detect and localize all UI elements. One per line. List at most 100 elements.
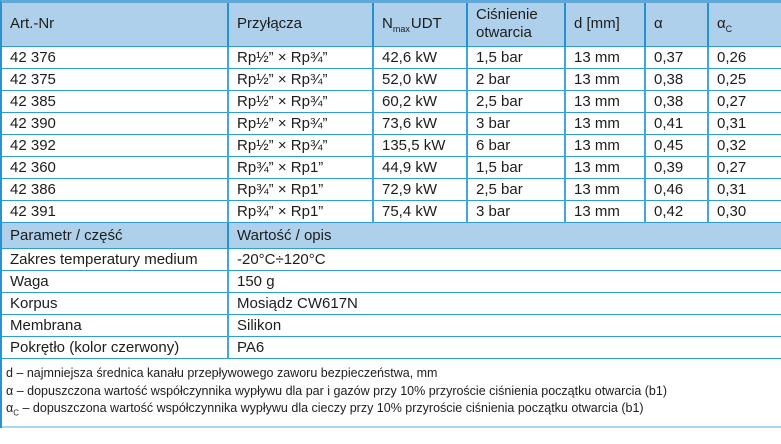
table-cell: 2 bar <box>466 68 565 91</box>
table-cell: Silikon <box>227 314 781 337</box>
table-row: 42 390 Rp½” × Rp¾” 73,6 kW 3 bar 13 mm 0,41 0,… <box>2 112 781 135</box>
footnote-symbol: α <box>6 401 14 415</box>
footnote-symbol: d <box>6 366 13 380</box>
table-cell: 13 mm <box>564 156 645 179</box>
table-row: Korpus Mosiądz CW617N <box>2 292 781 315</box>
footnote-symbol: α <box>6 383 14 398</box>
footnote-text: – dopuszczona wartość współczynnika wypł… <box>13 383 668 398</box>
col-header-wartosc-opis: Wartość / opis <box>227 222 781 249</box>
parameters-table-body: Zakres temperatury medium -20°C÷120°C Waga… <box>2 248 781 359</box>
table-cell: 13 mm <box>564 68 645 91</box>
table-cell: Membrana <box>2 314 228 337</box>
table-cell: Zakres temperatury medium <box>2 248 228 271</box>
table-cell: -20°C÷120°C <box>227 248 781 271</box>
table-cell: 0,30 <box>707 200 781 223</box>
nmax-unit: UDT <box>410 15 442 33</box>
table-cell: Waga <box>2 270 228 293</box>
table-cell: 42 392 <box>2 134 228 157</box>
table-cell: 75,4 kW <box>372 200 467 223</box>
col-header-cisnienie-otwarcia: Ciśnienie otwarcia <box>466 3 565 47</box>
table-cell: 0,31 <box>707 178 781 201</box>
spec-table: Art.-Nr Przyłącza NmaxUDT Ciśnienie otwa… <box>2 3 781 223</box>
table-cell: 52,0 kW <box>372 68 467 91</box>
table-row: 42 375 Rp½” × Rp¾” 52,0 kW 2 bar 13 mm 0,38 0,… <box>2 68 781 91</box>
footnote-text: – dopuszczona wartość współczynnika wypł… <box>19 401 644 415</box>
footnote-line: α – dopuszczona wartość współczynnika wy… <box>6 383 775 401</box>
footnote-symbol-subscript: C <box>13 408 20 418</box>
table-cell: 0,27 <box>707 156 781 179</box>
table-cell: 13 mm <box>564 200 645 223</box>
nmax-symbol: N <box>382 15 393 33</box>
table-cell: 13 mm <box>564 112 645 135</box>
col-header-parametr-czesc: Parametr / część <box>2 222 228 249</box>
table-cell: 73,6 kW <box>372 112 467 135</box>
table-cell: 13 mm <box>564 46 645 69</box>
table-cell: 1,5 bar <box>466 46 565 69</box>
table-cell: 42 391 <box>2 200 228 223</box>
table-row: Pokrętło (kolor czerwony) PA6 <box>2 336 781 359</box>
table-cell: 42 390 <box>2 112 228 135</box>
datasheet: Art.-Nr Przyłącza NmaxUDT Ciśnienie otwa… <box>0 0 781 428</box>
table-cell: 44,9 kW <box>372 156 467 179</box>
table-cell: 0,46 <box>644 178 708 201</box>
col-header-przylacza: Przyłącza <box>227 3 373 47</box>
table-cell: Pokrętło (kolor czerwony) <box>2 336 228 359</box>
table-row: 42 392 Rp½” × Rp¾” 135,5 kW 6 bar 13 mm 0,45 0… <box>2 134 781 157</box>
table-cell: Rp½” × Rp¾” <box>227 134 373 157</box>
spec-header-row: Art.-Nr Przyłącza NmaxUDT Ciśnienie otwa… <box>2 3 781 47</box>
col-header-art-nr: Art.-Nr <box>2 3 228 47</box>
table-cell: 13 mm <box>564 90 645 113</box>
alpha-c-subscript: C <box>725 24 733 35</box>
table-cell: 3 bar <box>466 200 565 223</box>
table-cell: 0,26 <box>707 46 781 69</box>
table-row: Zakres temperatury medium -20°C÷120°C <box>2 248 781 271</box>
table-cell: 2,5 bar <box>466 178 565 201</box>
table-cell: 42 360 <box>2 156 228 179</box>
table-cell: 42 385 <box>2 90 228 113</box>
table-cell: Rp½” × Rp¾” <box>227 46 373 69</box>
table-cell: 0,25 <box>707 68 781 91</box>
table-cell: Rp¾” × Rp1” <box>227 178 373 201</box>
table-cell: 42 376 <box>2 46 228 69</box>
col-header-d-mm: d [mm] <box>564 3 645 47</box>
footnote-line: αC – dopuszczona wartość współczynnika w… <box>6 400 775 418</box>
table-cell: Rp½” × Rp¾” <box>227 112 373 135</box>
table-cell: 60,2 kW <box>372 90 467 113</box>
table-row: Waga 150 g <box>2 270 781 293</box>
spec-table-body: 42 376 Rp½” × Rp¾” 42,6 kW 1,5 bar 13 mm 0,37… <box>2 46 781 223</box>
table-cell: 0,32 <box>707 134 781 157</box>
table-cell: Mosiądz CW617N <box>227 292 781 315</box>
table-row: Membrana Silikon <box>2 314 781 337</box>
nmax-subscript: max <box>392 24 410 35</box>
table-cell: 0,39 <box>644 156 708 179</box>
table-cell: 0,37 <box>644 46 708 69</box>
col-header-alpha: α <box>644 3 708 47</box>
table-cell: 0,27 <box>707 90 781 113</box>
table-cell: 42 375 <box>2 68 228 91</box>
table-row: 42 391 Rp¾” × Rp1” 75,4 kW 3 bar 13 mm 0,42 0,… <box>2 200 781 223</box>
table-cell: Rp½” × Rp¾” <box>227 90 373 113</box>
table-cell: 150 g <box>227 270 781 293</box>
footnote-line: d – najmniejsza średnica kanału przepływ… <box>6 365 775 383</box>
col-header-nmax-udt: NmaxUDT <box>372 3 467 47</box>
table-cell: 0,38 <box>644 90 708 113</box>
table-cell: Rp¾” × Rp1” <box>227 200 373 223</box>
table-cell: PA6 <box>227 336 781 359</box>
table-cell: Rp¾” × Rp1” <box>227 156 373 179</box>
table-row: 42 386 Rp¾” × Rp1” 72,9 kW 2,5 bar 13 mm 0,46… <box>2 178 781 201</box>
table-row: 42 376 Rp½” × Rp¾” 42,6 kW 1,5 bar 13 mm 0,37… <box>2 46 781 69</box>
table-cell: 72,9 kW <box>372 178 467 201</box>
footnote-text: – najmniejsza średnica kanału przepływow… <box>12 366 438 380</box>
alpha-c-symbol: α <box>717 15 726 33</box>
table-row: 42 385 Rp½” × Rp¾” 60,2 kW 2,5 bar 13 mm 0,38… <box>2 90 781 113</box>
table-cell: 0,31 <box>707 112 781 135</box>
table-cell: 42,6 kW <box>372 46 467 69</box>
table-cell: Korpus <box>2 292 228 315</box>
parameters-table: Parametr / część Wartość / opis Zakres t… <box>2 222 781 359</box>
col-header-alpha-c: αC <box>707 3 781 47</box>
table-cell: 0,38 <box>644 68 708 91</box>
table-cell: 6 bar <box>466 134 565 157</box>
table-cell: 0,42 <box>644 200 708 223</box>
table-cell: 3 bar <box>466 112 565 135</box>
table-cell: 13 mm <box>564 178 645 201</box>
